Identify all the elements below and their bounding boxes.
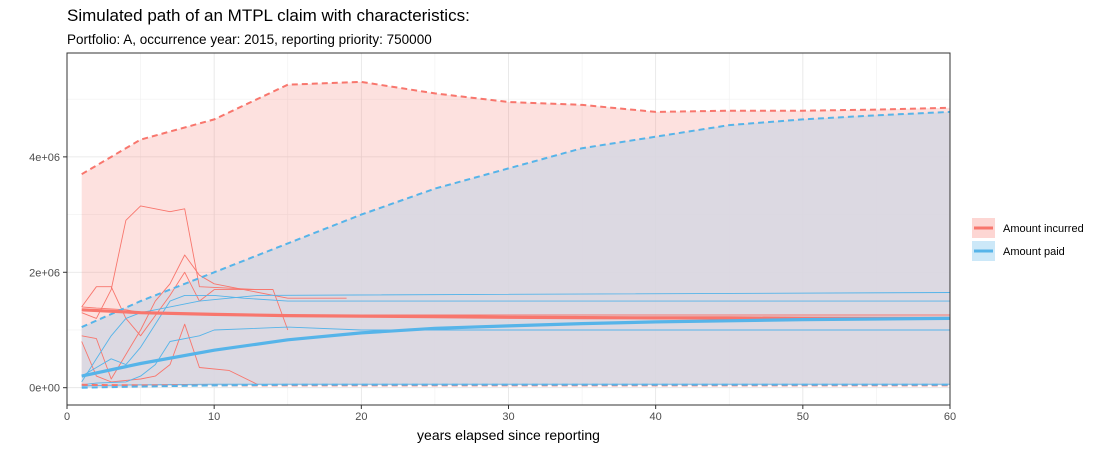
y-tick-label-2: 4e+06	[29, 152, 60, 164]
paid-mean-line	[81, 316, 951, 378]
x-tick-label-6: 60	[944, 411, 956, 423]
incurred-sample-path-3	[81, 254, 347, 380]
incurred-sample-path-1	[81, 205, 273, 319]
chart-title: Simulated path of an MTPL claim with cha…	[67, 6, 470, 25]
incurred-upper-bound-line	[81, 80, 951, 176]
incurred-sample-path-4	[81, 323, 259, 386]
x-axis-title: years elapsed since reporting	[417, 427, 600, 443]
x-tick-label-5: 50	[797, 411, 809, 423]
incurred-sample-path-2	[81, 271, 289, 337]
x-tick-label-0: 0	[64, 411, 70, 423]
legend: Amount incurred Amount paid	[972, 218, 1084, 261]
x-tick-label-4: 40	[650, 411, 662, 423]
chart-subtitle: Portfolio: A, occurrence year: 2015, rep…	[67, 32, 432, 47]
paid-upper-bound-line	[81, 110, 951, 329]
paid-sample-path-5	[81, 292, 951, 383]
x-tick-label-1: 10	[208, 411, 220, 423]
paid-sample-path-7	[81, 326, 950, 386]
legend-label-incurred: Amount incurred	[1003, 223, 1084, 235]
y-tick-label-1: 2e+06	[29, 267, 60, 279]
y-tick-label-0: 0e+00	[29, 383, 60, 395]
legend-label-paid: Amount paid	[1003, 246, 1065, 258]
x-tick-label-3: 30	[502, 411, 514, 423]
x-tick-label-2: 20	[355, 411, 367, 423]
paid-lower-bound-line	[81, 383, 950, 389]
